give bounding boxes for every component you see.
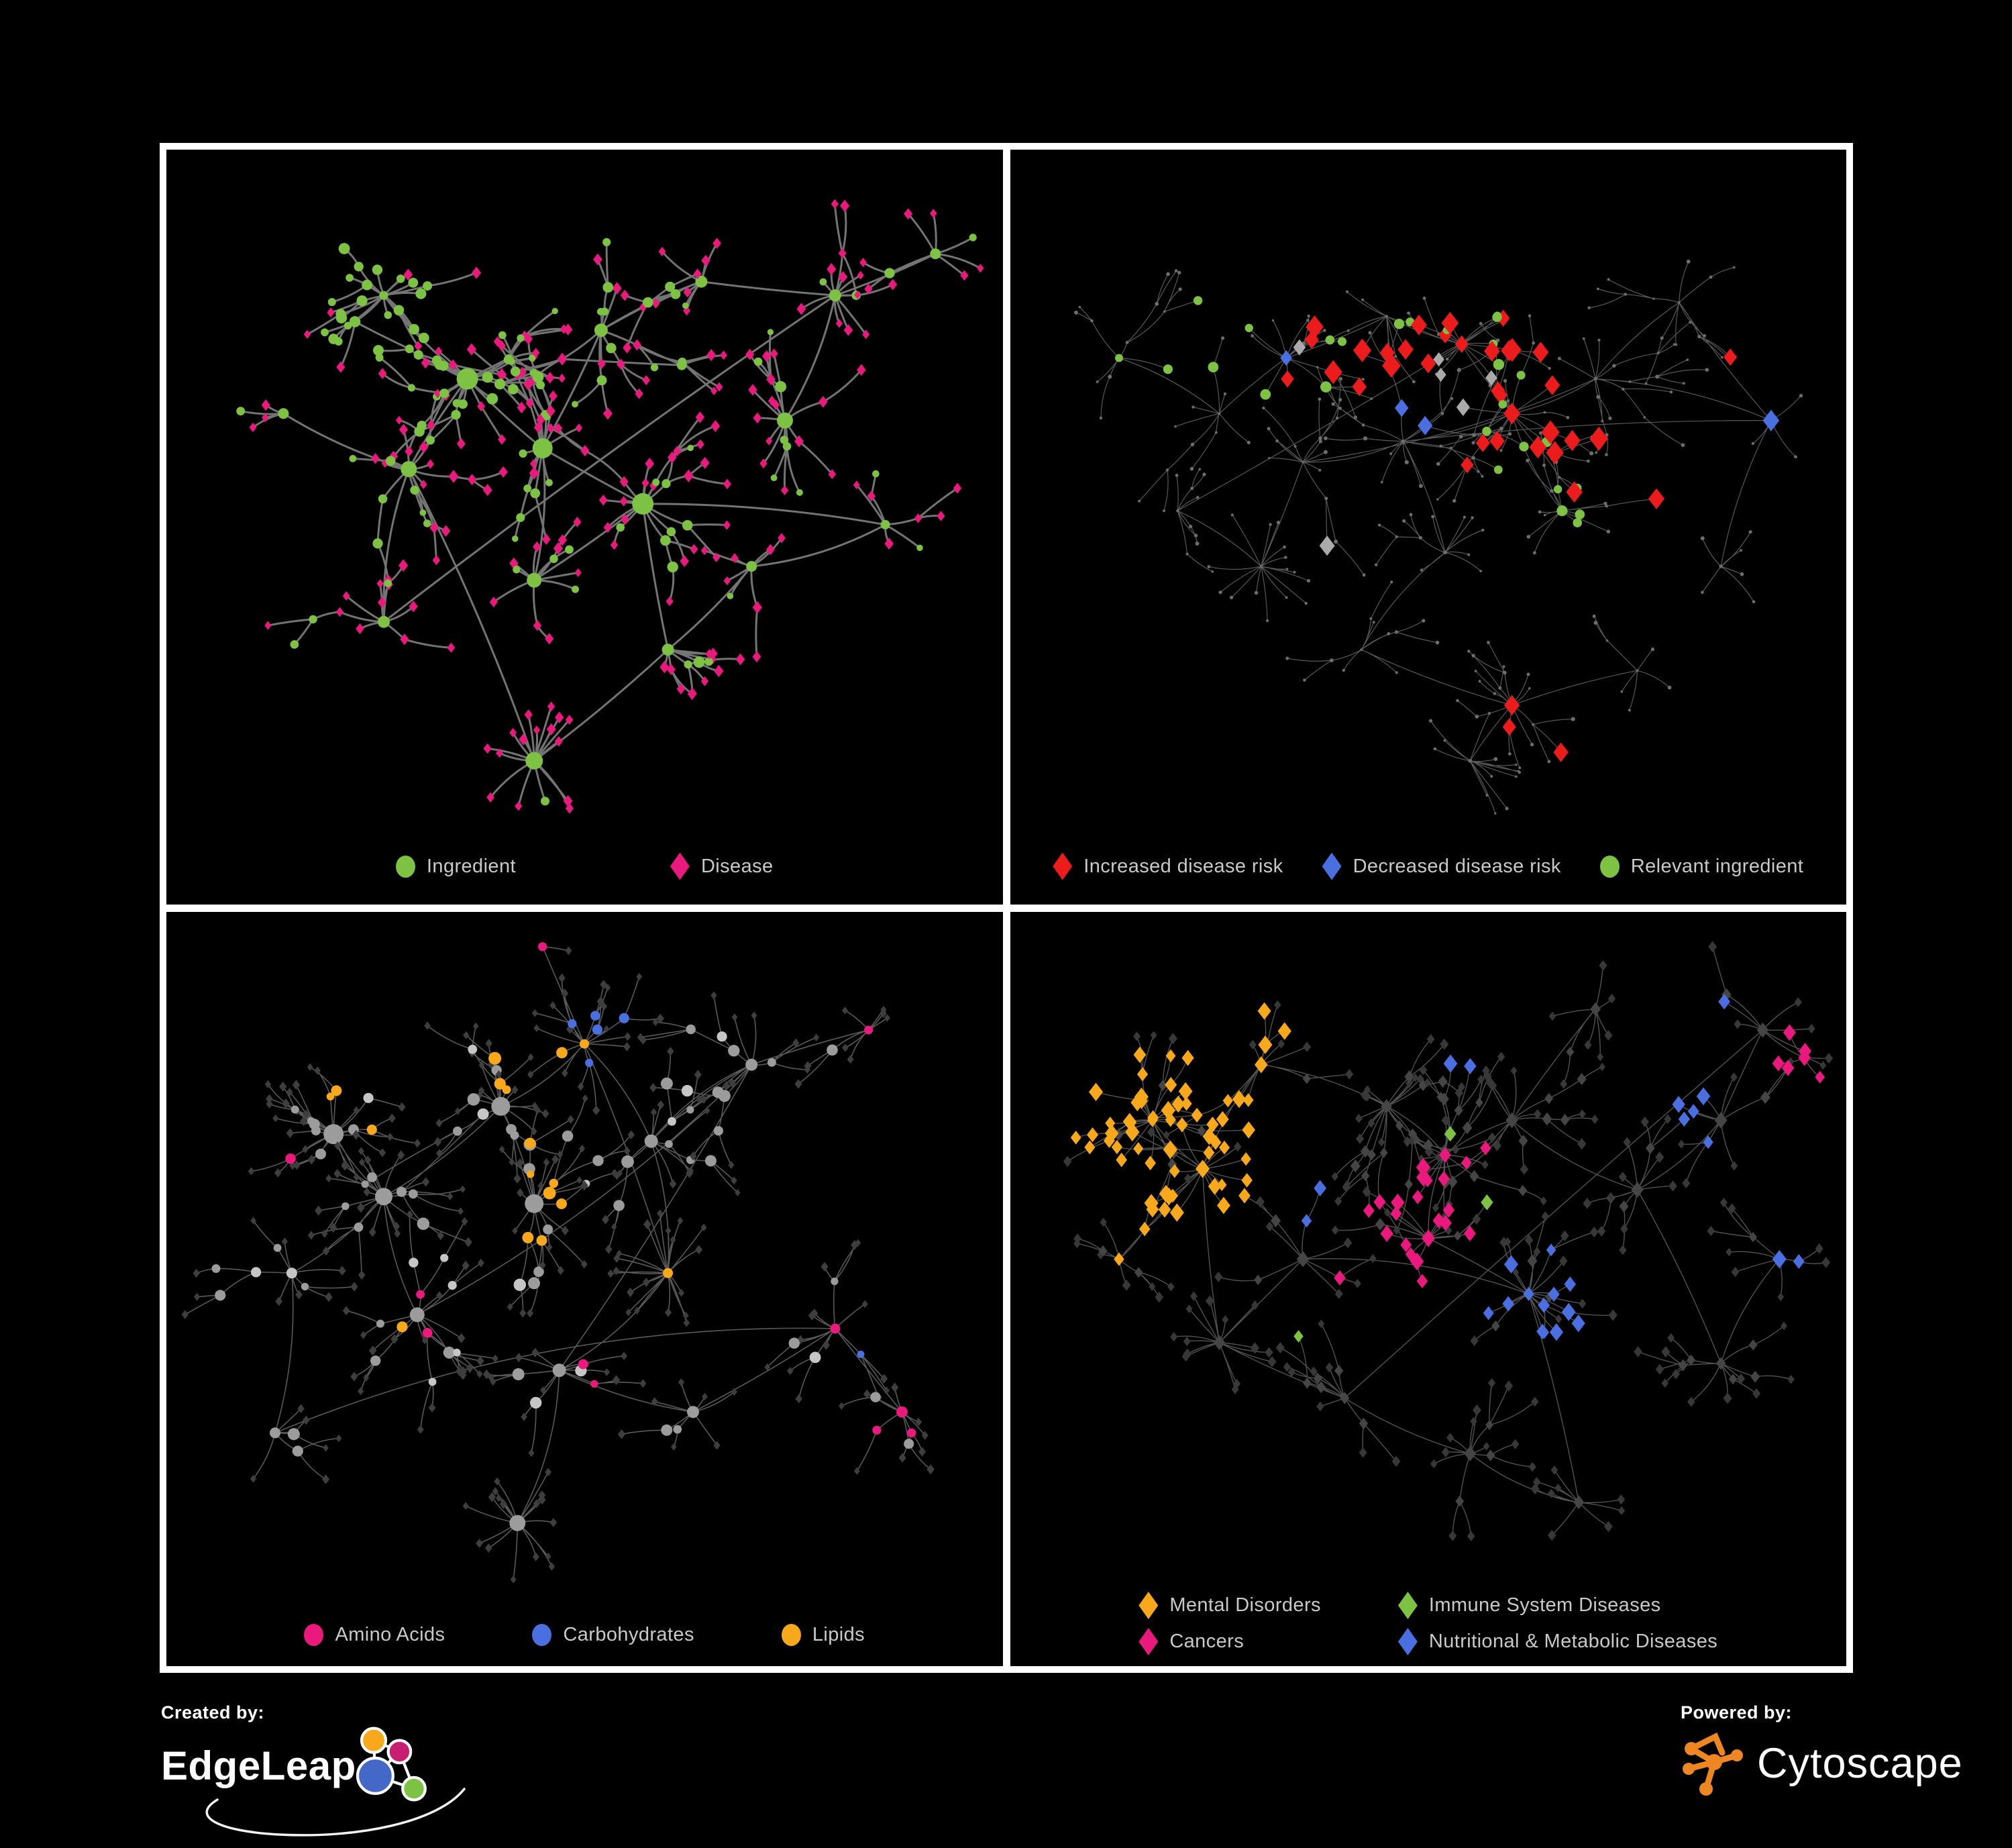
- legend-label: Disease: [700, 855, 774, 877]
- legend-item: Increased disease risk: [1053, 852, 1283, 880]
- legend-label: Ingredient: [426, 855, 516, 877]
- legend-item: Relevant ingredient: [1599, 855, 1804, 878]
- powered-by-label: Powered by:: [1681, 1702, 1793, 1723]
- powered-by-block: Powered by: Cytoscape: [1681, 1702, 1963, 1801]
- ingredient-circle-icon: [395, 855, 415, 878]
- cancers-diamond-icon: [1139, 1628, 1159, 1655]
- amino-acids-circle-icon: [304, 1624, 324, 1646]
- legend-disease-risk: Increased disease risk Decreased disease…: [1010, 852, 1847, 880]
- legend-label: Increased disease risk: [1083, 855, 1283, 877]
- edgeleap-logo-icon: [356, 1727, 427, 1802]
- legend-label: Mental Disorders: [1169, 1594, 1321, 1616]
- legend-nutrients: Amino Acids Carbohydrates Lipids: [166, 1624, 1003, 1646]
- legend-item: Nutritional & Metabolic Diseases: [1397, 1628, 1718, 1655]
- legend-label: Carbohydrates: [563, 1624, 694, 1645]
- legend-label: Decreased disease risk: [1353, 855, 1561, 877]
- legend-item: Decreased disease risk: [1322, 852, 1561, 880]
- immune-diseases-diamond-icon: [1397, 1592, 1418, 1619]
- cytoscape-logo-icon: [1683, 1732, 1743, 1796]
- panel-grid: Ingredient Disease Increased disease ris…: [160, 143, 1853, 1673]
- legend-label: Amino Acids: [335, 1624, 445, 1645]
- legend-disease-categories: Mental Disorders Immune System Diseases …: [1010, 1592, 1847, 1655]
- panel-disease-risk: Increased disease risk Decreased disease…: [1010, 150, 1847, 905]
- legend-item: Cancers: [1139, 1628, 1244, 1655]
- relevant-ingredient-circle-icon: [1599, 855, 1620, 878]
- network-ingredient-disease: [236, 199, 984, 814]
- mental-disorders-diamond-icon: [1139, 1592, 1159, 1619]
- legend-item: Mental Disorders: [1139, 1592, 1321, 1619]
- network-disease-risk: [1073, 259, 1803, 815]
- increased-risk-diamond-icon: [1053, 852, 1073, 880]
- legend-label: Lipids: [812, 1624, 865, 1645]
- network-disease-categories: [1063, 941, 1833, 1541]
- legend-label: Cancers: [1169, 1631, 1245, 1652]
- edgeleap-wordmark: EdgeLeap: [161, 1743, 356, 1788]
- legend-item: Ingredient: [395, 855, 516, 878]
- legend-item: Disease: [670, 852, 774, 880]
- legend-ingredient-disease: Ingredient Disease: [166, 852, 1003, 880]
- network-nutrients: [181, 941, 935, 1584]
- carbohydrates-circle-icon: [532, 1624, 552, 1646]
- panel-ingredient-disease: Ingredient Disease: [166, 150, 1003, 905]
- legend-label: Relevant ingredient: [1630, 855, 1804, 877]
- legend-label: Nutritional & Metabolic Diseases: [1428, 1631, 1718, 1652]
- panel-disease-categories: Mental Disorders Immune System Diseases …: [1010, 911, 1847, 1666]
- legend-label: Immune System Diseases: [1428, 1594, 1661, 1616]
- cytoscape-wordmark: Cytoscape: [1757, 1739, 1963, 1787]
- legend-item: Immune System Diseases: [1397, 1592, 1661, 1619]
- legend-item: Carbohydrates: [532, 1624, 694, 1646]
- metabolic-diseases-diamond-icon: [1397, 1628, 1418, 1655]
- decreased-risk-diamond-icon: [1322, 852, 1342, 880]
- panel-nutrients: Amino Acids Carbohydrates Lipids: [166, 911, 1003, 1666]
- lipids-circle-icon: [781, 1624, 801, 1646]
- legend-item: Lipids: [781, 1624, 865, 1646]
- disease-diamond-icon: [670, 852, 690, 880]
- created-by-block: Created by: EdgeLeap: [161, 1702, 466, 1837]
- legend-item: Amino Acids: [304, 1624, 445, 1646]
- created-by-label: Created by:: [161, 1702, 265, 1723]
